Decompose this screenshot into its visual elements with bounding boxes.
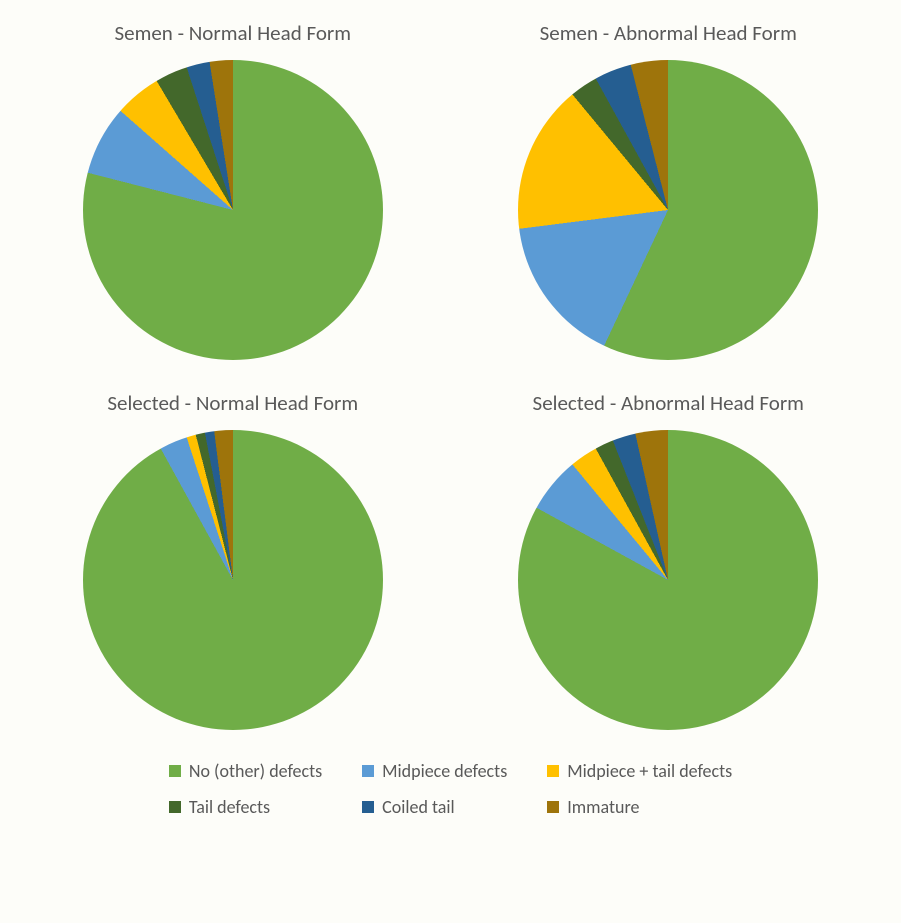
legend-swatch-icon — [547, 765, 559, 777]
legend-item-midpiece: Midpiece defects — [362, 760, 507, 782]
legend-label: Coiled tail — [382, 796, 455, 818]
pie-selected_abnormal — [518, 430, 818, 730]
legend-item-midpiece_tail: Midpiece + tail defects — [547, 760, 732, 782]
legend-swatch-icon — [169, 801, 181, 813]
legend-label: Midpiece defects — [382, 760, 507, 782]
chart-semen_abnormal: Semen - Abnormal Head Form — [466, 20, 872, 360]
chart-title: Selected - Normal Head Form — [107, 390, 358, 416]
legend-label: Tail defects — [189, 796, 270, 818]
pie-semen_normal — [83, 60, 383, 360]
legend-label: Immature — [567, 796, 639, 818]
chart-semen_normal: Semen - Normal Head Form — [30, 20, 436, 360]
pie-chart-grid: Semen - Normal Head Form Semen - Abnormal… — [0, 0, 901, 740]
pie-semen_abnormal — [518, 60, 818, 360]
chart-title: Semen - Normal Head Form — [114, 20, 351, 46]
chart-title: Semen - Abnormal Head Form — [540, 20, 797, 46]
legend-item-tail: Tail defects — [169, 796, 322, 818]
chart-selected_normal: Selected - Normal Head Form — [30, 390, 436, 730]
chart-title: Selected - Abnormal Head Form — [533, 390, 804, 416]
legend-swatch-icon — [547, 801, 559, 813]
pie-selected_normal — [83, 430, 383, 730]
legend-item-immature: Immature — [547, 796, 732, 818]
legend-label: No (other) defects — [189, 760, 322, 782]
legend-item-no_defects: No (other) defects — [169, 760, 322, 782]
legend-label: Midpiece + tail defects — [567, 760, 732, 782]
legend-swatch-icon — [362, 765, 374, 777]
shared-legend: No (other) defects Midpiece defects Midpie… — [0, 740, 901, 848]
legend-swatch-icon — [362, 801, 374, 813]
legend-swatch-icon — [169, 765, 181, 777]
chart-selected_abnormal: Selected - Abnormal Head Form — [466, 390, 872, 730]
legend-item-coiled: Coiled tail — [362, 796, 507, 818]
